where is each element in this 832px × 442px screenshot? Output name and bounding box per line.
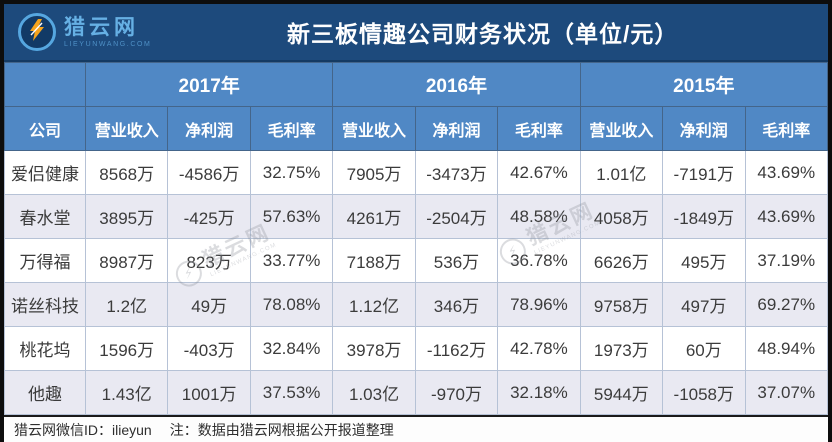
table-cell: 7188万 [332, 238, 416, 283]
lightning-icon [27, 18, 47, 46]
table-cell: 6626万 [579, 238, 664, 283]
table-cell: 823万 [167, 238, 251, 283]
table-cell: 33.77% [249, 238, 334, 283]
table-cell: 1.43亿 [84, 370, 169, 415]
table-cell: 495万 [662, 238, 746, 283]
table-cell: 8987万 [84, 238, 169, 283]
table-cell: 43.69% [744, 150, 828, 195]
company-name: 万得福 [4, 238, 86, 283]
lieyun-logo-badge [18, 13, 56, 51]
table-cell: 48.94% [744, 326, 828, 371]
infographic-poster: 猎云网 LIEYUNWANG.COM 新三板情趣公司财务状况（单位/元） 201… [4, 4, 829, 442]
table-cell: -7191万 [662, 150, 746, 195]
company-name: 诺丝科技 [4, 282, 86, 327]
company-name: 桃花坞 [4, 326, 86, 371]
table-cell: 36.78% [497, 238, 581, 283]
table-cell: 1.01亿 [579, 150, 664, 195]
source-note: 注：数据由猎云网根据公开报道整理 [169, 421, 394, 438]
col-header-revenue-2016: 营业收入 [332, 106, 416, 151]
table-row: 万得福 8987万 823万 33.77% 7188万 536万 36.78% … [4, 238, 828, 283]
table-cell: 32.18% [497, 370, 581, 415]
table-cell: 32.84% [249, 326, 334, 371]
table-cell: 536万 [414, 238, 499, 283]
corner-cell [4, 62, 86, 107]
company-column-header: 公司 [4, 106, 86, 151]
table-cell: -1162万 [414, 326, 499, 371]
financial-table: 2017年 2016年 2015年 公司 营业收入 净利润 毛利率 营业收入 净… [4, 62, 829, 415]
table-cell: 1596万 [84, 326, 169, 371]
table-row: 桃花坞 1596万 -403万 32.84% 3978万 -1162万 42.7… [4, 326, 828, 371]
table-cell: 1973万 [579, 326, 664, 371]
col-header-margin-2015: 毛利率 [744, 106, 828, 151]
table-cell: -3473万 [414, 150, 499, 195]
table-cell: 43.69% [744, 194, 828, 239]
table-cell: 37.07% [744, 370, 828, 415]
table-row: 他趣 1.43亿 1001万 37.53% 1.03亿 -970万 32.18%… [4, 370, 828, 415]
year-header-row: 2017年 2016年 2015年 [4, 62, 829, 107]
table-cell: -403万 [167, 326, 251, 371]
table-header: 2017年 2016年 2015年 公司 营业收入 净利润 毛利率 营业收入 净… [4, 62, 829, 151]
col-header-profit-2017: 净利润 [167, 106, 251, 151]
table-cell: -970万 [414, 370, 499, 415]
table-cell: 8568万 [84, 150, 169, 195]
col-header-margin-2017: 毛利率 [249, 106, 334, 151]
table-row: 诺丝科技 1.2亿 49万 78.08% 1.12亿 346万 78.96% 9… [4, 282, 828, 327]
brand-name: 猎云网 [64, 15, 139, 39]
table-cell: 32.75% [249, 150, 334, 195]
table-row: 春水堂 3895万 -425万 57.63% 4261万 -2504万 48.5… [4, 194, 828, 239]
table-cell: -4586万 [167, 150, 251, 195]
footnote-bar: 猎云网微信ID：ilieyun 注：数据由猎云网根据公开报道整理 [4, 415, 828, 442]
lieyun-logo: 猎云网 LIEYUNWANG.COM [18, 13, 151, 51]
table-cell: 60万 [662, 326, 746, 371]
table-cell: 49万 [167, 282, 251, 327]
brand-domain: LIEYUNWANG.COM [64, 40, 152, 48]
table-cell: 1.03亿 [332, 370, 416, 415]
col-header-revenue-2015: 营业收入 [579, 106, 664, 151]
company-name: 他趣 [4, 370, 86, 415]
table-cell: 78.08% [249, 282, 334, 327]
year-header-2017: 2017年 [84, 62, 334, 107]
table-cell: 4058万 [579, 194, 664, 239]
table-cell: 69.27% [744, 282, 828, 327]
table-cell: 48.58% [497, 194, 581, 239]
table-cell: -2504万 [414, 194, 499, 239]
year-header-2016: 2016年 [332, 62, 581, 107]
table-cell: 78.96% [497, 282, 581, 327]
table-cell: 1.2亿 [84, 282, 169, 327]
brand-text: 猎云网 LIEYUNWANG.COM [64, 17, 151, 48]
company-name: 春水堂 [4, 194, 86, 239]
metric-header-row: 公司 营业收入 净利润 毛利率 营业收入 净利润 毛利率 营业收入 净利润 毛利… [4, 106, 828, 151]
table-cell: 3978万 [332, 326, 416, 371]
col-header-revenue-2017: 营业收入 [84, 106, 169, 151]
table-cell: 37.19% [744, 238, 828, 283]
company-name: 爱侣健康 [4, 150, 86, 195]
table-cell: 42.78% [497, 326, 581, 371]
col-header-profit-2015: 净利润 [662, 106, 746, 151]
table-row: 爱侣健康 8568万 -4586万 32.75% 7905万 -3473万 42… [4, 150, 828, 195]
table-cell: 7905万 [332, 150, 416, 195]
table-cell: 4261万 [332, 194, 416, 239]
table-cell: 57.63% [249, 194, 334, 239]
table-cell: -425万 [167, 194, 251, 239]
page-title: 新三板情趣公司财务状况（单位/元） [287, 21, 679, 47]
table-cell: 3895万 [84, 194, 169, 239]
col-header-margin-2016: 毛利率 [497, 106, 581, 151]
table-cell: 497万 [662, 282, 746, 327]
table-cell: 37.53% [249, 370, 334, 415]
year-header-2015: 2015年 [579, 62, 829, 107]
masthead: 猎云网 LIEYUNWANG.COM 新三板情趣公司财务状况（单位/元） [4, 4, 828, 62]
table-cell: -1849万 [662, 194, 746, 239]
table-cell: 1001万 [167, 370, 251, 415]
table-cell: -1058万 [662, 370, 746, 415]
table-cell: 1.12亿 [332, 282, 416, 327]
wechat-id-label: 猎云网微信ID：ilieyun [14, 421, 152, 438]
table-cell: 42.67% [497, 150, 581, 195]
table-cell: 5944万 [579, 370, 664, 415]
table-cell: 9758万 [579, 282, 664, 327]
table-cell: 346万 [414, 282, 499, 327]
col-header-profit-2016: 净利润 [414, 106, 499, 151]
